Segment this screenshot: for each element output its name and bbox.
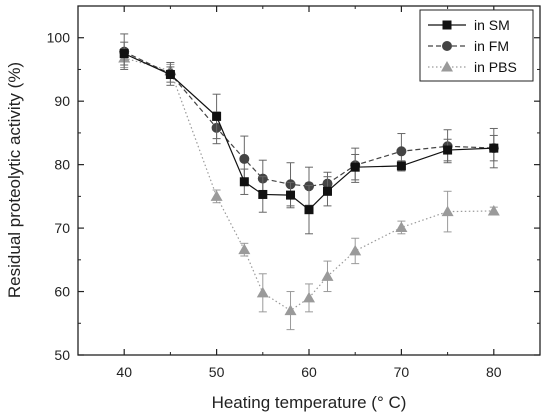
data-point [258,189,268,199]
data-point [304,205,314,215]
y-tick-label: 100 [47,30,71,46]
legend-marker [442,20,452,30]
data-point [321,270,334,281]
x-tick-label: 80 [486,364,502,380]
data-point [443,145,453,155]
data-point [212,111,222,121]
legend-label: in PBS [474,59,517,75]
data-point [396,146,407,157]
series-square [119,41,499,235]
tick-layer: 40 50 60 70 80 50 60 70 80 90 100 [47,5,540,380]
data-point [489,143,499,153]
legend-item: in PBS [428,59,517,75]
series-layer [118,33,500,331]
y-tick-label: 50 [54,347,70,363]
data-point [238,243,251,255]
x-axis-title: Heating temperature (° C) [212,393,407,412]
legend-label: in SM [474,17,510,33]
data-point [256,286,269,298]
x-tick-label: 60 [301,364,317,380]
data-point [239,177,249,187]
data-point [350,162,360,172]
data-point [286,190,296,200]
y-tick-label: 80 [54,157,70,173]
y-tick-label: 90 [54,93,70,109]
y-axis-title: Residual proteolytic activity (%) [5,62,24,298]
x-tick-label: 50 [209,364,225,380]
data-point [284,304,297,316]
data-point [165,70,175,80]
data-point [119,49,129,59]
data-point [210,190,223,201]
data-point [349,244,362,256]
legend-marker [441,61,453,72]
data-point [441,205,454,217]
legend-items: in SM in FM in PBS [428,17,517,75]
x-tick-label: 40 [116,364,132,380]
legend-item: in SM [428,17,510,33]
y-tick-label: 70 [54,220,70,236]
legend-label: in FM [474,38,509,54]
legend-marker [442,41,452,51]
data-point [396,161,406,171]
data-point [395,221,408,232]
series-line [123,53,494,211]
y-tick-label: 60 [54,284,70,300]
data-point [487,204,500,216]
x-tick-label: 70 [394,364,410,380]
series-line [123,51,494,187]
data-point [239,153,250,164]
series-line [124,57,494,312]
data-point [303,291,315,303]
legend-item: in FM [428,38,509,54]
data-point [322,186,332,196]
legend: in SM in FM in PBS [419,9,534,82]
